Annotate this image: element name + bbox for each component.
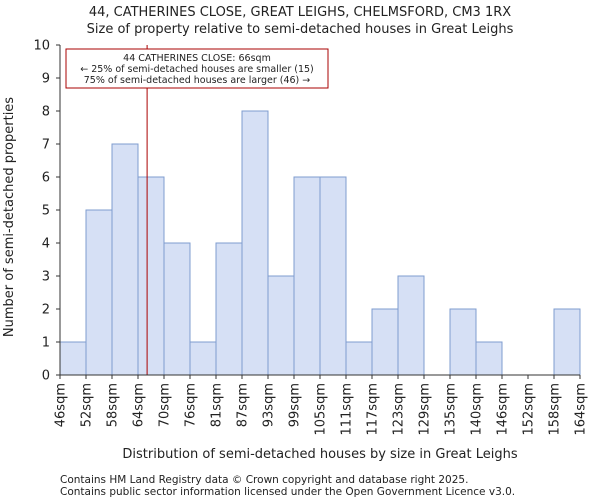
bar-99sqm (293, 176, 321, 376)
x-tick-label-135sqm: 135sqm (444, 383, 459, 436)
y-tick-label-6: 6 (42, 171, 50, 186)
x-tick-label-99sqm: 99sqm (288, 383, 303, 427)
footer-line-1: Contains HM Land Registry data © Crown c… (60, 474, 468, 486)
bar-81sqm (215, 242, 243, 376)
bar-46sqm (59, 341, 87, 376)
x-tick-label-46sqm: 46sqm (54, 383, 69, 427)
y-tick-label-10: 10 (33, 39, 50, 54)
x-tick-label-105sqm: 105sqm (314, 383, 329, 436)
x-tick-label-146sqm: 146sqm (496, 383, 511, 436)
x-tick-label-129sqm: 129sqm (418, 383, 433, 436)
bar-58sqm (111, 143, 139, 376)
x-tick-label-152sqm: 152sqm (522, 383, 537, 436)
y-tick-label-7: 7 (42, 138, 50, 153)
x-tick-label-93sqm: 93sqm (262, 383, 277, 427)
annotation-box-border (65, 48, 329, 89)
x-tick-label-87sqm: 87sqm (236, 383, 251, 427)
annotation-line-3: 75% of semi-detached houses are larger (… (84, 75, 311, 86)
bar-105sqm (319, 176, 347, 376)
annotation-box: 44 CATHERINES CLOSE: 66sqm ← 25% of semi… (65, 48, 329, 89)
bar-93sqm (267, 275, 295, 376)
y-tick-label-3: 3 (42, 270, 50, 285)
x-tick-label-52sqm: 52sqm (80, 383, 95, 427)
bars-group (59, 110, 581, 376)
x-tick-label-164sqm: 164sqm (574, 383, 589, 436)
bar-158sqm (553, 308, 581, 376)
x-tick-label-123sqm: 123sqm (392, 383, 407, 436)
chart-title: 44, CATHERINES CLOSE, GREAT LEIGHS, CHEL… (89, 5, 511, 20)
y-tick-label-0: 0 (42, 369, 50, 384)
bar-140sqm (475, 341, 503, 376)
x-ticks-group: 46sqm 52sqm 58sqm 64sqm 70sqm 76sqm 81sqm 87sqm… (54, 375, 589, 436)
annotation-line-1: 44 CATHERINES CLOSE: 66sqm (123, 53, 271, 64)
x-tick-label-140sqm: 140sqm (470, 383, 485, 436)
x-axis-label: Distribution of semi-detached houses by … (122, 447, 517, 462)
x-tick-label-81sqm: 81sqm (210, 383, 225, 427)
y-tick-label-8: 8 (42, 105, 50, 120)
y-tick-label-2: 2 (42, 303, 50, 318)
y-tick-label-1: 1 (42, 336, 50, 351)
x-tick-label-76sqm: 76sqm (184, 383, 199, 427)
bar-117sqm (371, 308, 399, 376)
x-tick-label-111sqm: 111sqm (340, 383, 355, 436)
x-tick-label-58sqm: 58sqm (106, 383, 121, 427)
bar-111sqm (345, 341, 373, 376)
y-tick-label-9: 9 (42, 72, 50, 87)
annotation-line-2: ← 25% of semi-detached houses are smalle… (80, 64, 314, 75)
bar-87sqm (241, 110, 269, 376)
y-tick-label-4: 4 (42, 237, 50, 252)
x-tick-label-158sqm: 158sqm (548, 383, 563, 436)
bar-64sqm (137, 176, 165, 376)
x-tick-label-70sqm: 70sqm (158, 383, 173, 427)
bar-52sqm (85, 209, 113, 376)
bar-135sqm (449, 308, 477, 376)
y-ticks-group: 0 1 2 3 4 5 6 7 8 9 10 (33, 39, 60, 384)
footer-line-2: Contains public sector information licen… (60, 486, 515, 498)
bar-70sqm (163, 242, 191, 376)
y-axis-label: Number of semi-detached properties (2, 97, 17, 337)
x-tick-label-64sqm: 64sqm (132, 383, 147, 427)
bar-76sqm (189, 341, 217, 376)
x-tick-label-117sqm: 117sqm (366, 383, 381, 436)
chart-subtitle: Size of property relative to semi-detach… (87, 22, 514, 37)
bar-123sqm (397, 275, 425, 376)
y-tick-label-5: 5 (42, 204, 50, 219)
